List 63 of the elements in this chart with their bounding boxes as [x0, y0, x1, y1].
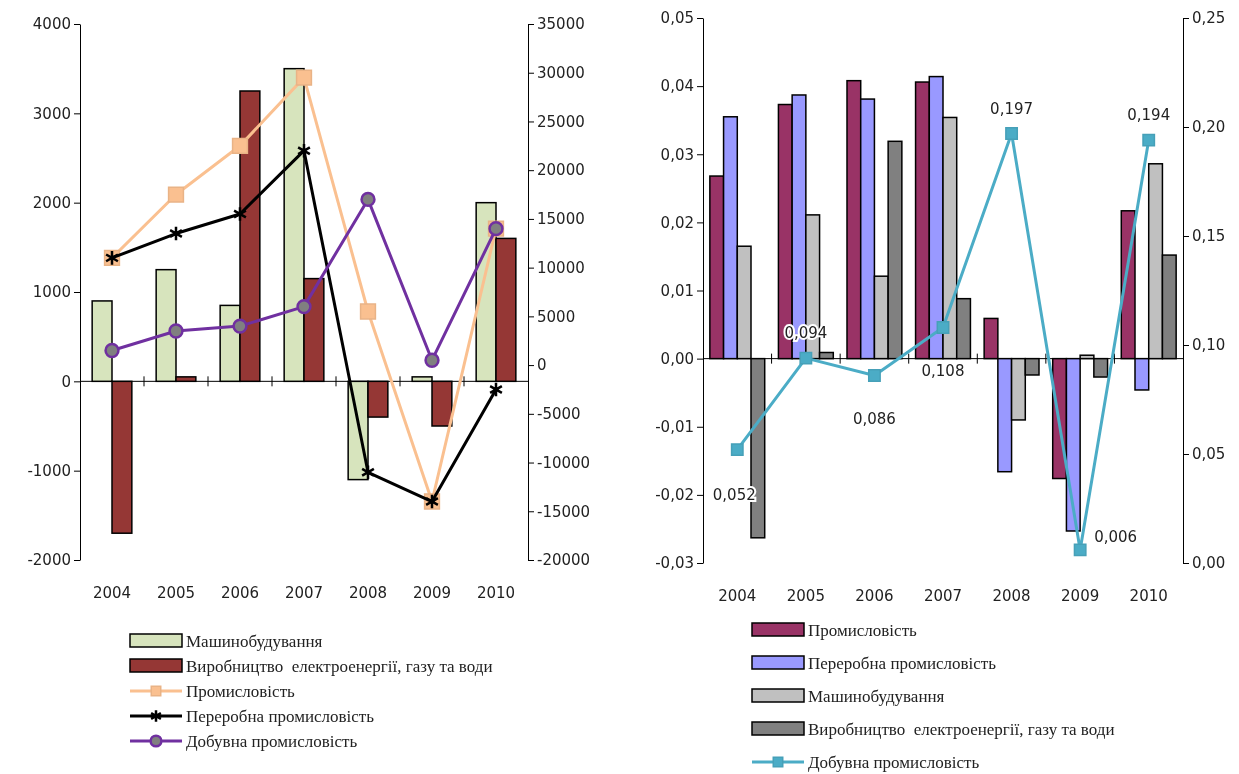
- data-label: 0,194: [1127, 106, 1171, 125]
- y-tick-label: -2000: [27, 551, 71, 570]
- y2-tick-label: 5000: [537, 307, 576, 326]
- x-tick-label: 2008: [348, 584, 388, 602]
- y2-tick-label: 0,15: [1192, 227, 1226, 246]
- legend-label: Промисловість: [808, 621, 918, 640]
- y2-tick-label: 30000: [537, 64, 585, 83]
- data-label: 0,006: [1094, 527, 1138, 546]
- x-tick-label: 2004: [718, 587, 757, 605]
- x-tick-label: 2007: [284, 584, 324, 602]
- y-tick-label: 4000: [32, 15, 71, 34]
- y2-tick-label: 10000: [537, 258, 585, 277]
- y-tick-label: 0,04: [660, 77, 694, 96]
- y2-tick-label: -10000: [537, 453, 591, 472]
- y2-tick-label: -15000: [537, 502, 591, 521]
- x-tick-label: 2005: [786, 587, 825, 605]
- y-tick-label: -0,02: [655, 486, 694, 505]
- x-tick-label: 2009: [412, 584, 452, 602]
- y2-tick-label: 0: [537, 356, 547, 375]
- x-tick-label: 2008: [992, 587, 1031, 605]
- legend-label: Машинобудування: [808, 687, 945, 706]
- y-tick-label: 3000: [32, 104, 71, 123]
- x-tick-label: 2005: [156, 584, 196, 602]
- legend-label: Добувна промисловість: [808, 753, 980, 772]
- x-tick-label: 2004: [92, 584, 132, 602]
- y2-tick-label: -5000: [537, 405, 581, 424]
- y2-tick-label: -20000: [537, 551, 591, 570]
- y-tick-label: -1000: [27, 461, 71, 480]
- y2-tick-label: 0,00: [1192, 554, 1226, 573]
- x-tick-label: 2006: [855, 587, 894, 605]
- y-tick-label: 0,00: [660, 349, 694, 368]
- y-tick-label: 0,02: [660, 213, 694, 232]
- y-tick-label: 0,03: [660, 145, 694, 164]
- legend-label: Переробна промисловість: [808, 654, 997, 673]
- x-tick-label: 2006: [220, 584, 260, 602]
- y-tick-label: 1000: [32, 283, 71, 302]
- y-tick-label: -0,01: [655, 418, 694, 437]
- legend-label: Виробництво електроенергії, газу та води: [808, 720, 1115, 739]
- y2-tick-label: 15000: [537, 210, 585, 229]
- y-tick-label: 0: [61, 372, 71, 391]
- x-tick-label: 2010: [1129, 587, 1168, 605]
- y2-tick-label: 35000: [537, 15, 585, 34]
- legend-label: Виробництво електроенергії, газу та води: [186, 657, 493, 676]
- data-label: 0,197: [990, 99, 1034, 118]
- y2-tick-label: 25000: [537, 112, 585, 131]
- x-tick-label: 2007: [923, 587, 963, 605]
- x-tick-label: 2009: [1061, 587, 1100, 605]
- y2-tick-label: 0,20: [1192, 118, 1226, 137]
- legend-label: Переробна промисловість: [186, 707, 375, 726]
- data-label: 0,108: [921, 361, 965, 380]
- legend-label: Промисловість: [186, 682, 296, 701]
- y-tick-label: -0,03: [655, 554, 694, 573]
- data-label: 0,086: [852, 409, 896, 428]
- legend-label: Добувна промисловість: [186, 732, 358, 751]
- y-tick-label: 2000: [32, 193, 71, 212]
- y-tick-label: 0,05: [660, 9, 694, 28]
- legend-label: Машинобудування: [186, 632, 323, 651]
- y-tick-label: 0,01: [660, 281, 694, 300]
- y2-tick-label: 0,25: [1192, 9, 1226, 28]
- y2-tick-label: 0,05: [1192, 445, 1226, 464]
- x-tick-label: 2010: [476, 584, 516, 602]
- y2-tick-label: 20000: [537, 161, 585, 180]
- y2-tick-label: 0,10: [1192, 336, 1226, 355]
